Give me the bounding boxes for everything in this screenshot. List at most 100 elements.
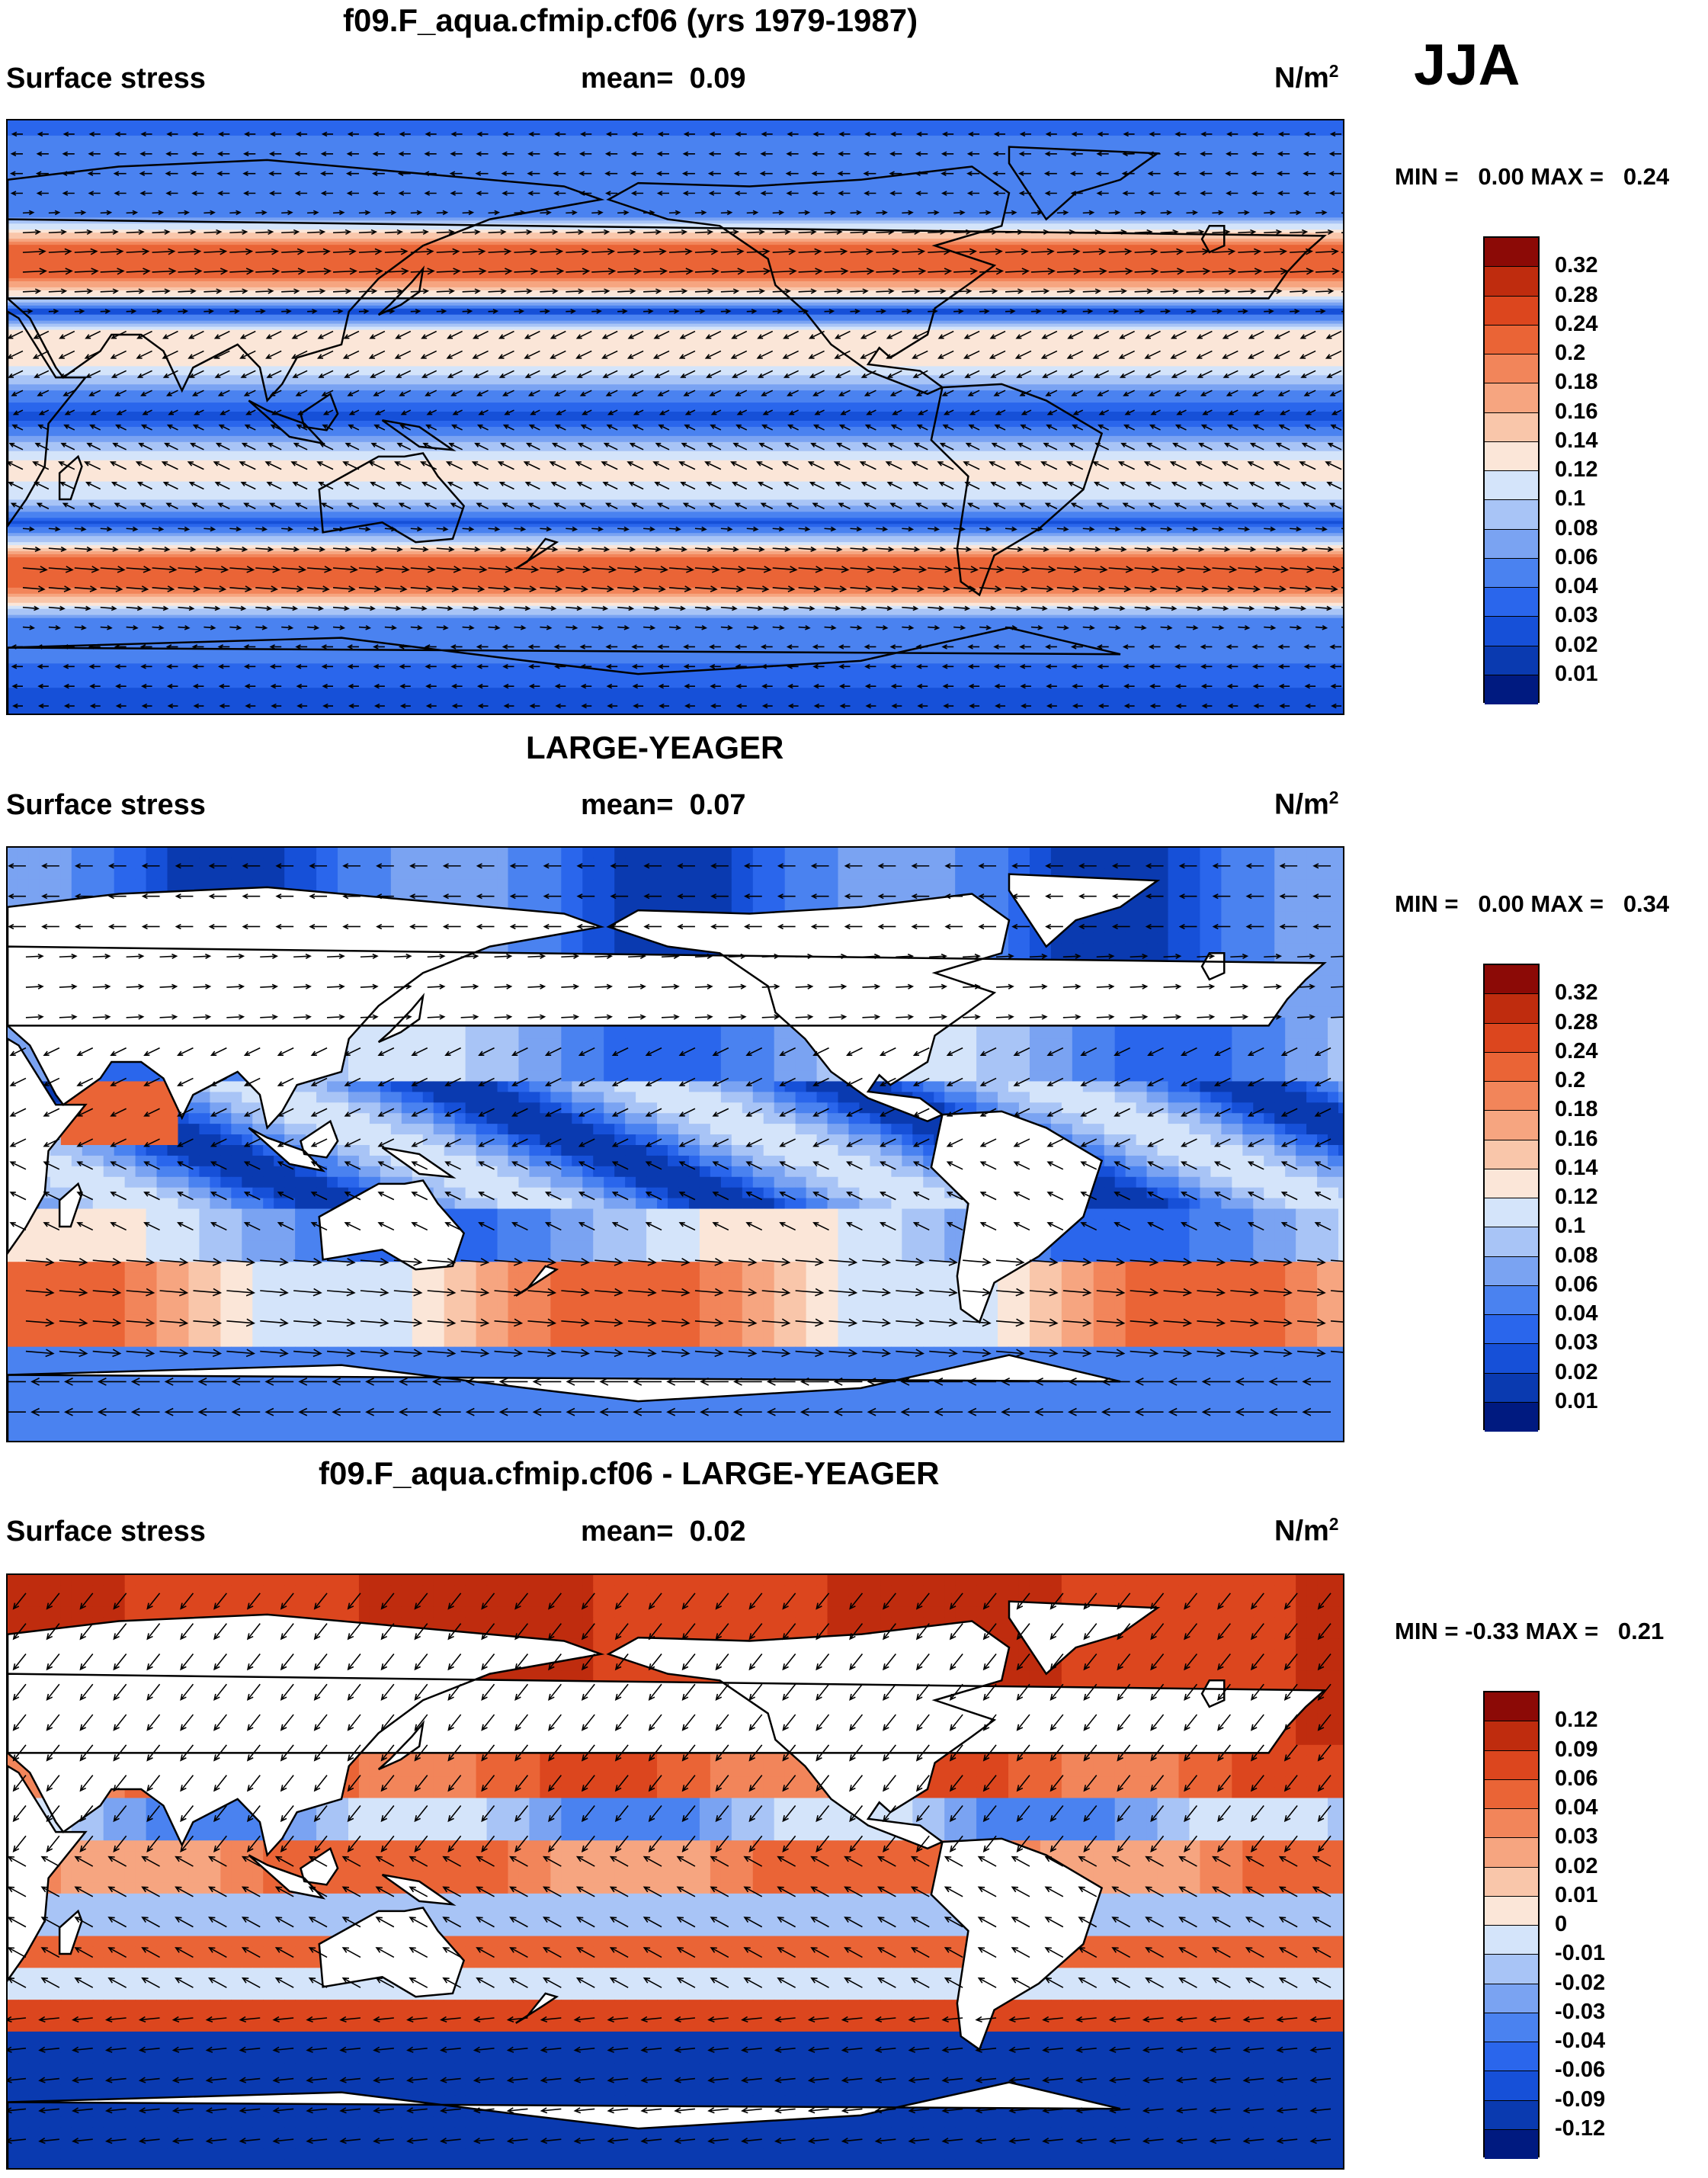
field-cell [1093, 1060, 1105, 1071]
field-cell [486, 868, 498, 881]
wind-stress-vector [450, 502, 463, 510]
field-cell [1210, 1038, 1222, 1051]
field-cell [1221, 932, 1232, 944]
field-cell [998, 1070, 1009, 1082]
field-cell [763, 1070, 775, 1082]
wind-stress-vector [167, 703, 178, 709]
field-band [8, 342, 1343, 345]
wind-stress-vector [720, 210, 733, 216]
wind-stress-vector [524, 350, 540, 359]
field-cell [774, 868, 786, 881]
wind-stress-vector [918, 409, 928, 415]
wind-stress-vector [709, 644, 721, 650]
field-cell [358, 858, 370, 870]
wind-stress-vector [591, 288, 610, 294]
wind-stress-vector [553, 171, 566, 176]
wind-stress-vector [33, 330, 50, 339]
wind-stress-vector [307, 288, 326, 294]
wind-stress-vector [384, 605, 402, 611]
wind-stress-vector [373, 131, 385, 137]
wind-stress-vector [1172, 442, 1187, 451]
field-cell [518, 1049, 530, 1061]
wind-stress-vector [203, 605, 221, 611]
wind-stress-vector [1030, 288, 1050, 294]
wind-stress-vector [36, 502, 50, 510]
field-cell [465, 858, 477, 870]
field-cell [848, 879, 860, 891]
field-cell [1274, 922, 1286, 933]
field-cell [1136, 858, 1148, 870]
wind-stress-vector [890, 131, 902, 137]
wind-stress-vector [732, 442, 748, 451]
wind-stress-vector [850, 210, 862, 216]
field-cell [1104, 943, 1116, 954]
wind-stress-vector [64, 409, 75, 415]
wind-stress-vector [62, 131, 75, 137]
field-cell [508, 868, 519, 881]
field-cell [1029, 1049, 1041, 1061]
wind-stress-vector [887, 442, 902, 451]
field-cell [795, 900, 807, 913]
wind-stress-vector [425, 390, 437, 396]
field-cell [742, 1038, 754, 1051]
field-cell [1200, 932, 1211, 944]
wind-stress-vector [889, 191, 902, 196]
field-band [8, 636, 1343, 640]
field-cell [720, 868, 732, 881]
field-cell [604, 1060, 615, 1071]
wind-stress-vector [1005, 248, 1029, 255]
wind-stress-vector [1327, 442, 1342, 451]
field-cell [60, 868, 72, 881]
wind-stress-vector [436, 546, 455, 553]
wind-stress-vector [88, 151, 101, 157]
wind-stress-vector [953, 566, 979, 573]
field-cell [604, 1028, 615, 1040]
field-cell [657, 879, 668, 891]
wind-stress-vector [839, 703, 851, 709]
field-cell [636, 858, 647, 870]
panel2-unit-exp: 2 [1328, 787, 1339, 807]
field-cell [784, 900, 796, 913]
wind-stress-vector [320, 151, 334, 157]
panel2-mean-value: 0.07 [689, 789, 746, 821]
field-cell [1157, 868, 1169, 881]
field-cell [1061, 1081, 1073, 1092]
wind-stress-vector [255, 288, 274, 294]
wind-stress-vector [1134, 625, 1147, 630]
field-cell [1157, 943, 1169, 954]
field-cell [816, 858, 828, 870]
field-cell [1168, 1060, 1179, 1071]
field-cell [1082, 1038, 1094, 1051]
field-band [8, 412, 1343, 415]
field-cell [1072, 1081, 1084, 1092]
colorbar-tick-label: 0.32 [1555, 253, 1598, 278]
field-cell [1210, 900, 1222, 913]
field-cell [848, 848, 860, 859]
field-cell [380, 1038, 392, 1051]
wind-stress-vector [100, 229, 119, 236]
field-cell [540, 943, 551, 954]
field-cell [955, 868, 966, 881]
field-cell [1264, 1070, 1275, 1082]
wind-stress-vector [1238, 248, 1262, 255]
field-cell [1210, 848, 1222, 859]
wind-stress-vector [911, 461, 928, 470]
wind-stress-vector [566, 229, 585, 236]
field-cell [1029, 1038, 1041, 1051]
wind-stress-vector [86, 442, 101, 451]
wind-stress-vector [244, 683, 256, 689]
wind-stress-vector [48, 526, 61, 532]
field-cell [1274, 879, 1286, 891]
field-cell [1306, 911, 1318, 922]
field-cell [454, 858, 466, 870]
wind-stress-vector [824, 566, 850, 573]
wind-stress-vector [850, 248, 874, 255]
field-cell [731, 1028, 743, 1040]
field-cell [1274, 911, 1286, 922]
field-cell [1178, 1038, 1190, 1051]
wind-stress-vector [653, 330, 670, 339]
wind-stress-vector [1328, 171, 1342, 176]
wind-stress-vector [140, 683, 152, 689]
wind-stress-vector [783, 330, 799, 339]
wind-stress-vector [370, 442, 386, 451]
